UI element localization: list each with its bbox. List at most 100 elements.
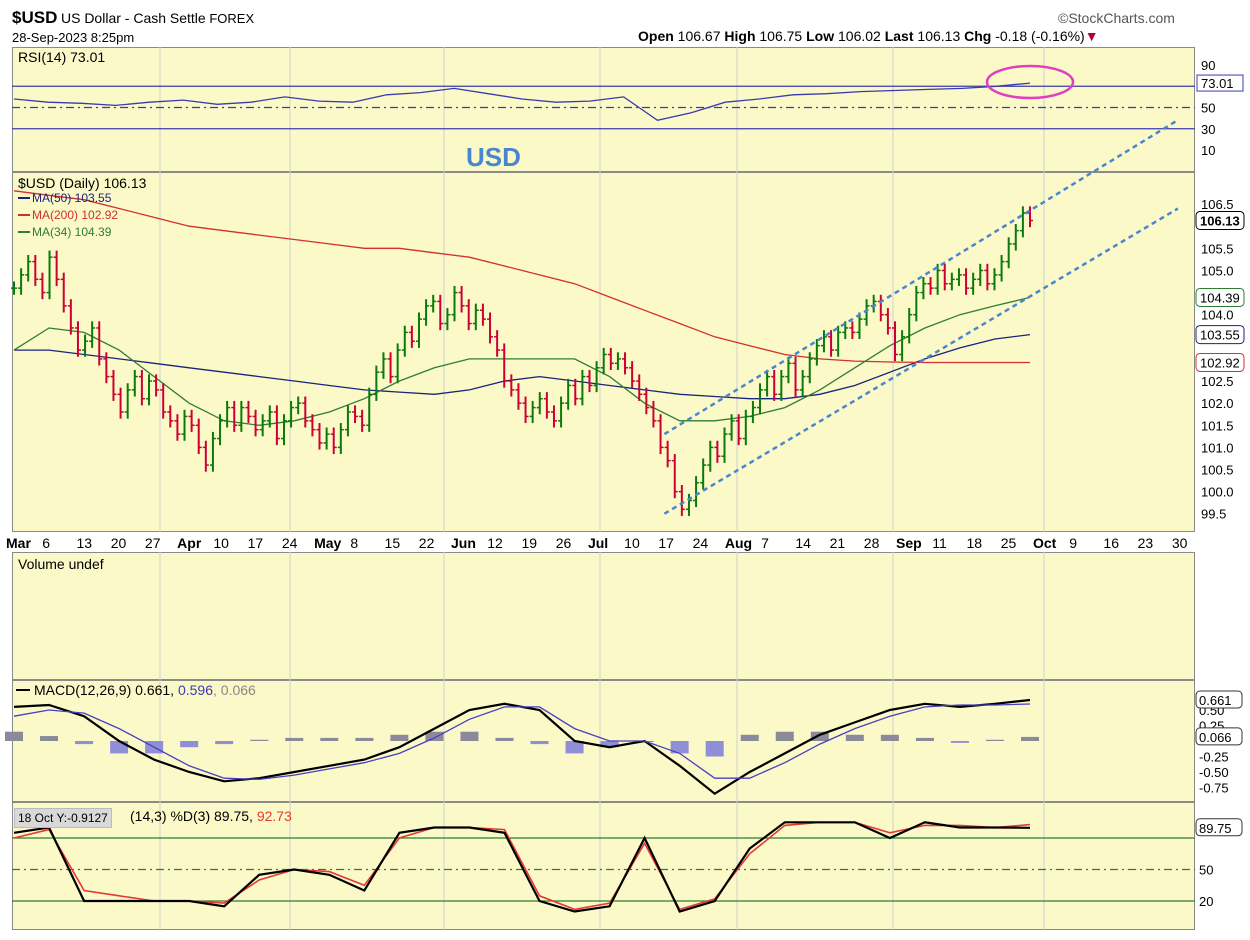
macd-histogram-bar [495,737,514,741]
volume-panel [12,552,1195,680]
macd-histogram-bar [75,741,94,745]
rsi-tick-label: 30 [1201,122,1215,137]
macd-line [13,698,1031,796]
x-tick-label: 10 [213,535,229,551]
price-value-tag-label: 102.92 [1200,355,1240,370]
x-tick-label: 16 [1103,535,1119,551]
macd-histogram-bar [320,737,339,741]
exchange: FOREX [209,11,255,26]
datetime: 28-Sep-2023 8:25pm [12,30,135,45]
x-tick-label: Oct [1033,535,1057,551]
macd-histogram-bar [985,739,1004,741]
price-tick-label: 102.5 [1201,374,1234,389]
macd-value-tag-label: 0.066 [1199,730,1232,745]
down-arrow-icon: ▼ [1084,28,1099,44]
stochastic-panel [12,802,1195,930]
x-tick-label: Sep [896,535,922,551]
x-tick-label: Jun [451,535,476,551]
rsi-value-tag [1196,74,1244,92]
price-value-tag [1195,325,1245,345]
ma-line-ma34 [13,296,1031,426]
x-tick-label: 27 [145,535,161,551]
price-title: $USD (Daily) 106.13 [18,175,147,191]
rsi-tick-label: 50 [1201,101,1215,116]
x-tick-label: Aug [725,535,752,551]
price-tick-label: 101.5 [1201,418,1234,433]
macd-histogram-bar [670,741,689,754]
macd-histogram-bar [215,741,234,745]
x-tick-label: 18 [966,535,982,551]
x-tick-label: 6 [42,535,50,551]
stoch-value-tag-label: 89.75 [1199,821,1232,836]
macd-histogram-bar [460,731,479,741]
crosshair-tooltip: 18 Oct Y:-0.9127 [14,808,112,828]
open-label: Open [638,28,674,44]
price-value-tag [1195,287,1245,307]
volume-title: Volume undef [18,556,104,572]
macd-histogram-bar [950,741,969,743]
high-value: 106.75 [759,28,803,44]
x-tick-label: 24 [282,535,298,551]
high-label: High [724,28,756,44]
ma-line-ma50 [14,333,1031,400]
usd-annotation: USD [466,142,521,172]
x-tick-label: Apr [177,535,202,551]
x-tick-label: 28 [864,535,880,551]
x-tick-label: 12 [487,535,503,551]
macd-histogram-bar [110,741,129,754]
rsi-line [13,82,1031,121]
macd-histogram-bar [530,741,549,745]
macd-value-tag [1195,690,1243,709]
price-tick-label: 105.0 [1201,263,1234,278]
x-tick-label: 20 [111,535,127,551]
macd-title: MACD(12,26,9) 0.661, 0.596, 0.066 [34,682,256,698]
chg-label: Chg [964,28,992,44]
x-tick-label: 17 [658,535,674,551]
legend-label: MA(200) 102.92 [32,208,118,222]
rsi-title: RSI(14) 73.01 [18,49,105,65]
x-tick-label: 8 [350,535,358,551]
last-label: Last [884,28,914,44]
legend-label: MA(50) 103.55 [32,191,112,205]
price-tick-label: 99.5 [1201,507,1226,522]
price-tick-label: 104.0 [1201,308,1234,323]
watermark: ©StockCharts.com [1058,10,1175,26]
price-value-tag-label: 103.55 [1200,328,1240,343]
macd-histogram-bar [5,731,23,741]
x-tick-label: 22 [419,535,435,551]
x-tick-label: 9 [1069,535,1077,551]
highlight-circle [985,64,1075,100]
macd-histogram-bar [1021,736,1039,741]
last-value: 106.13 [917,28,961,44]
stoch-title: (14,3) %D(3) 89.75, 92.73 [130,808,292,824]
legend-label: MA(34) 104.39 [32,225,112,239]
macd-histogram-bar [810,731,829,741]
channel-upper-line [663,119,1179,436]
macd-histogram-bar [775,731,794,741]
x-tick-label: 13 [76,535,92,551]
macd-histogram-bar [600,741,619,748]
price-value-tag-label: 106.13 [1200,213,1240,228]
stoch-tick-label: 50 [1199,863,1213,878]
x-tick-label: 30 [1172,535,1188,551]
macd-histogram-bar [285,737,304,741]
macd-histogram-bar [40,736,59,741]
ma-line-ma200 [13,190,1030,364]
macd-histogram-bar [355,737,374,741]
macd-histogram-bar [250,739,269,741]
macd-value-tag [1195,727,1243,746]
macd-histogram-bar [390,734,409,741]
x-tick-label: 24 [693,535,709,551]
rsi-tick-label: 10 [1201,143,1215,158]
price-tick-label: 105.5 [1201,241,1234,256]
price-value-tag [1195,210,1245,230]
low-label: Low [806,28,835,44]
stoch-value-tag [1195,818,1243,837]
macd-histogram-bar [845,734,864,741]
x-tick-label: 10 [624,535,640,551]
macd-histogram-bar [180,741,199,748]
x-tick-label: 14 [795,535,811,551]
low-value: 106.02 [838,28,881,44]
macd-histogram-bar [880,734,899,741]
